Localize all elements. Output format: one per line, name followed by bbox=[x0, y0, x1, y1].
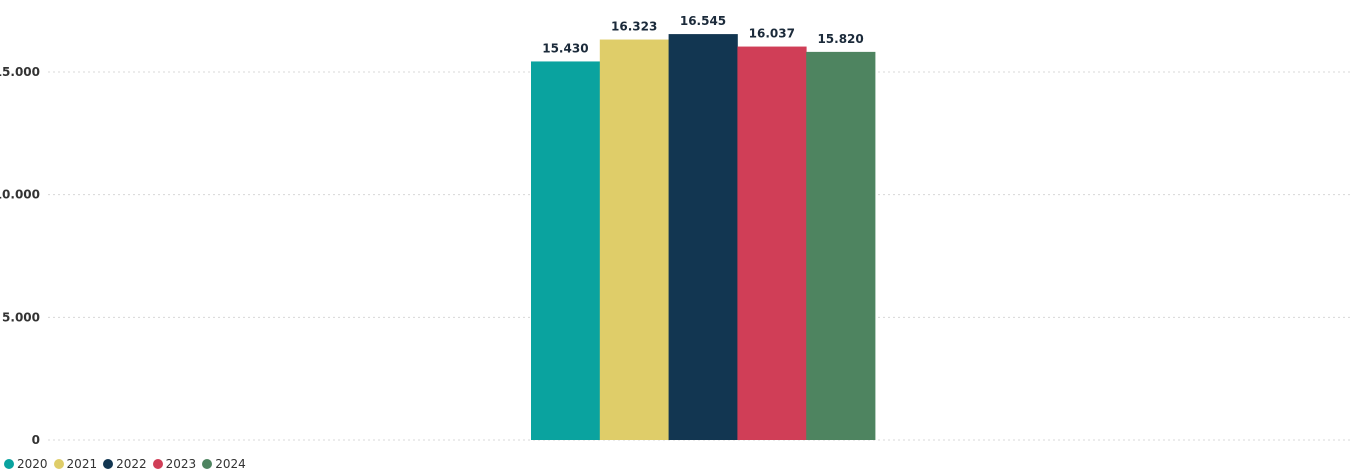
legend-dot-icon bbox=[53, 459, 64, 469]
bar-2023[interactable] bbox=[737, 46, 807, 441]
legend-dot-icon bbox=[152, 459, 163, 469]
legend-item-2022[interactable]: 2022 bbox=[103, 457, 147, 471]
bar-2021[interactable] bbox=[599, 39, 669, 441]
legend-label: 2023 bbox=[165, 457, 197, 471]
legend-label: 2020 bbox=[17, 457, 48, 471]
legend-label: 2021 bbox=[66, 457, 98, 471]
legend-item-2020[interactable]: 2020 bbox=[4, 457, 48, 471]
legend-dot-icon bbox=[103, 459, 114, 469]
data-label-2020: 15.430 bbox=[542, 41, 588, 55]
bar-2020[interactable] bbox=[531, 61, 601, 440]
data-label-2024: 15.820 bbox=[817, 32, 863, 46]
y-tick-label: 10.000 bbox=[0, 188, 40, 202]
data-label-2022: 16.545 bbox=[680, 14, 726, 28]
bars bbox=[531, 34, 876, 441]
data-labels: 15.430 16.323 16.545 16.037 15.820 bbox=[542, 14, 864, 55]
bar-2022[interactable] bbox=[668, 34, 738, 440]
legend-item-2024[interactable]: 2024 bbox=[202, 457, 246, 471]
y-tick-label: 15.000 bbox=[0, 65, 40, 79]
bar-chart: 0 5.000 10.000 15.000 15.430 16.323 16.545 16.… bbox=[0, 14, 1352, 447]
data-label-2021: 16.323 bbox=[611, 20, 657, 34]
legend-dot-icon bbox=[4, 459, 14, 469]
y-axis-ticks: 0 5.000 10.000 15.000 bbox=[0, 65, 40, 447]
legend-label: 2022 bbox=[116, 457, 147, 471]
legend-item-2023[interactable]: 2023 bbox=[152, 457, 197, 471]
legend-dot-icon bbox=[202, 459, 213, 469]
y-tick-label: 5.000 bbox=[2, 310, 40, 324]
data-label-2023: 16.037 bbox=[749, 27, 795, 41]
legend-label: 2024 bbox=[215, 457, 246, 471]
y-tick-label: 0 bbox=[32, 433, 40, 447]
bar-2024[interactable] bbox=[806, 51, 876, 441]
legend-item-2021[interactable]: 2021 bbox=[53, 457, 98, 471]
chart-legend: 2020 2021 2022 2023 2024 bbox=[4, 456, 252, 472]
